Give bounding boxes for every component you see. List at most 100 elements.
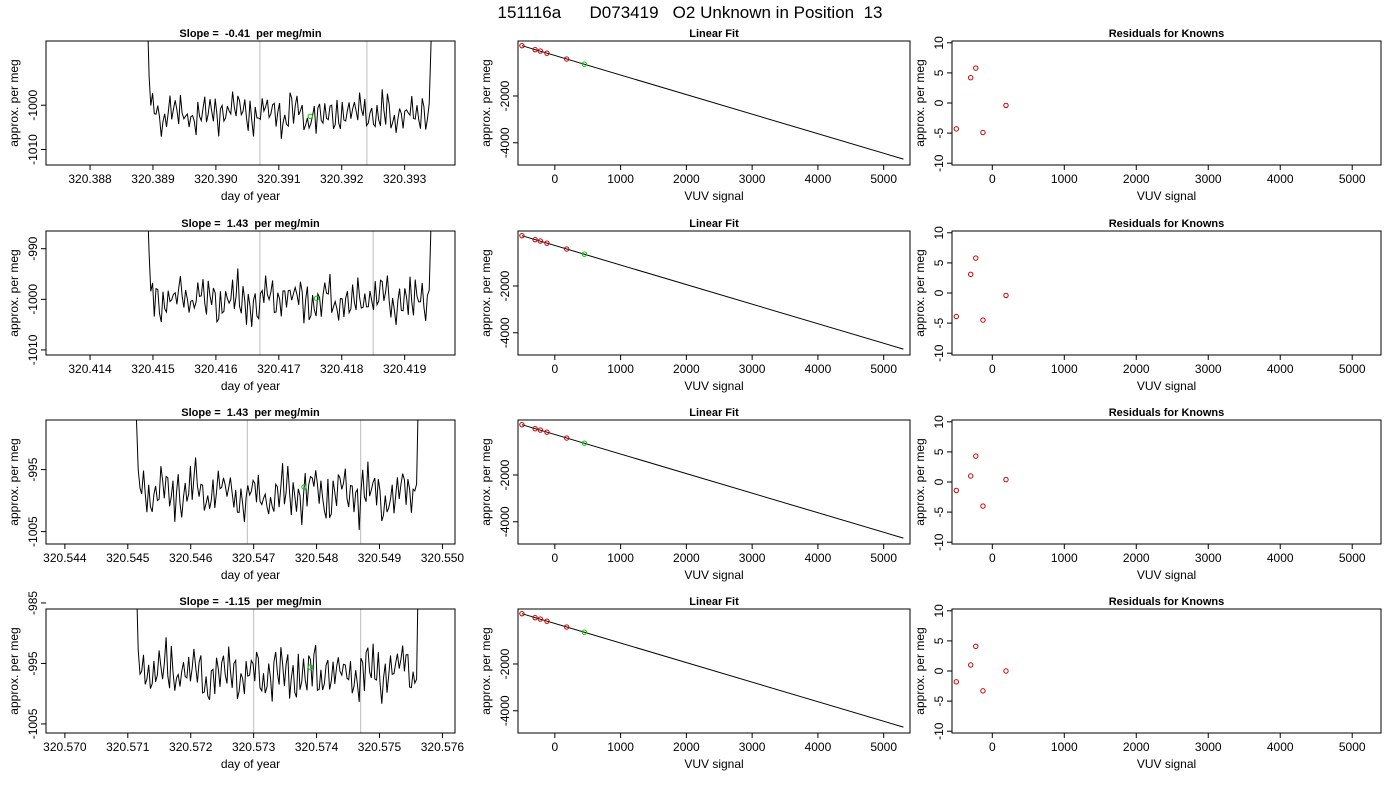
x-tick-label: 320.418 — [320, 362, 364, 376]
residual-point — [968, 473, 974, 479]
plot-frame — [951, 230, 1382, 356]
x-tick-label: 2000 — [673, 551, 700, 565]
trace-line — [147, 231, 432, 327]
known-point — [537, 427, 544, 433]
x-tick-label: 320.414 — [68, 362, 112, 376]
plot-area — [953, 643, 1009, 694]
residual-point — [953, 313, 960, 320]
x-tick-label: 2000 — [1123, 362, 1150, 376]
fit-line — [521, 424, 904, 539]
y-tick-label: -2000 — [498, 648, 512, 679]
y-tick-label: -1010 — [26, 134, 40, 165]
y-tick-label: -985 — [26, 591, 40, 615]
unknown-point — [307, 664, 313, 670]
x-tick-label: 1000 — [1051, 362, 1078, 376]
plot-area — [953, 453, 1009, 509]
panel-trace-row-2: Slope = 1.43 per meg/min 320.414 320.415 32… — [7, 218, 456, 393]
x-tick-label: 4000 — [1267, 362, 1294, 376]
plot-frame — [951, 40, 1382, 166]
y-tick-label: -5 — [932, 317, 946, 328]
plot-frame — [45, 419, 456, 545]
y-tick-label: -4000 — [498, 317, 512, 348]
y-tick-label: 5 — [932, 69, 946, 76]
y-tick-label: -1000 — [26, 284, 40, 315]
plot-area — [953, 255, 1009, 323]
known-point — [537, 48, 544, 54]
residual-point — [973, 255, 979, 261]
fit-line — [521, 613, 904, 728]
known-point — [532, 46, 538, 53]
x-tick-label: 5000 — [870, 172, 897, 186]
y-tick-label: -1000 — [26, 90, 40, 121]
x-tick-label: 320.544 — [43, 551, 87, 565]
known-point — [544, 240, 550, 246]
plot-frame — [951, 608, 1382, 734]
plot-area — [519, 610, 904, 728]
x-tick-label: 320.393 — [383, 172, 427, 186]
x-tick-label: 3000 — [739, 362, 766, 376]
y-axis-label: approx. per meg — [913, 249, 927, 336]
x-tick-label: 320.575 — [358, 740, 402, 754]
x-tick-label: 3000 — [1195, 740, 1222, 754]
panel-fit-row-2: Linear Fit 0 1000 2000 3000 4000 5000 -2000 -400… — [479, 218, 911, 393]
unknown-point — [581, 629, 588, 635]
known-point — [563, 435, 570, 441]
panel-title: Residuals for Knowns — [1109, 596, 1225, 608]
panel-fit-row-4: Linear Fit 0 1000 2000 3000 4000 5000 -2000 -400… — [479, 596, 911, 771]
residual-point — [980, 688, 986, 694]
known-point — [532, 425, 538, 432]
x-tick-label: 3000 — [1195, 551, 1222, 565]
x-tick-label: 320.417 — [257, 362, 301, 376]
panel-title: Residuals for Knowns — [1109, 28, 1225, 40]
y-axis-label: approx. per meg — [7, 249, 21, 336]
unknown-point — [581, 251, 588, 257]
y-tick-label: -10 — [932, 344, 946, 362]
residual-point — [1003, 292, 1009, 299]
panel-title: Linear Fit — [689, 28, 739, 40]
x-axis-label: day of year — [221, 757, 280, 771]
y-tick-label: 10 — [932, 36, 946, 50]
y-tick-label: -10 — [932, 722, 946, 740]
x-tick-label: 5000 — [1339, 362, 1366, 376]
x-tick-label: 2000 — [673, 362, 700, 376]
residual-point — [980, 317, 986, 323]
plot-area — [953, 65, 1009, 136]
x-tick-label: 0 — [989, 172, 996, 186]
x-tick-label: 0 — [551, 362, 558, 376]
panel-trace-row-1: Slope = -0.41 per meg/min 320.388 320.389 3… — [7, 28, 456, 203]
plot-frame — [517, 40, 911, 166]
y-tick-label: 0 — [932, 478, 946, 485]
panel-title: Linear Fit — [689, 218, 739, 230]
y-tick-label: 10 — [932, 604, 946, 618]
unknown-point — [581, 440, 588, 446]
residual-point — [980, 129, 986, 136]
x-tick-label: 2000 — [673, 740, 700, 754]
x-tick-label: 320.573 — [232, 740, 276, 754]
x-tick-label: 4000 — [805, 172, 832, 186]
panel-title: Slope = -1.15 per meg/min — [179, 596, 321, 608]
panel-fit-row-3: Linear Fit 0 1000 2000 3000 4000 5000 -2000 -400… — [479, 407, 911, 582]
y-tick-label: 0 — [932, 99, 946, 106]
x-tick-label: 3000 — [739, 551, 766, 565]
x-tick-label: 4000 — [805, 362, 832, 376]
y-tick-label: -4000 — [498, 506, 512, 537]
plot-frame — [45, 40, 456, 166]
x-tick-label: 5000 — [1339, 172, 1366, 186]
x-axis-label: VUV signal — [684, 568, 743, 582]
fit-line — [521, 45, 904, 160]
panel-title: Residuals for Knowns — [1109, 218, 1225, 230]
known-point — [519, 42, 525, 49]
known-point — [563, 56, 570, 62]
plot-area — [519, 421, 904, 539]
y-tick-label: 5 — [932, 637, 946, 644]
x-tick-label: 320.389 — [131, 172, 175, 186]
x-tick-label: 2000 — [1123, 172, 1150, 186]
trace-line — [135, 420, 419, 531]
x-tick-label: 2000 — [673, 172, 700, 186]
x-tick-label: 3000 — [1195, 172, 1222, 186]
plot-frame — [951, 419, 1382, 545]
x-tick-label: 320.570 — [43, 740, 87, 754]
unknown-point — [301, 484, 307, 490]
